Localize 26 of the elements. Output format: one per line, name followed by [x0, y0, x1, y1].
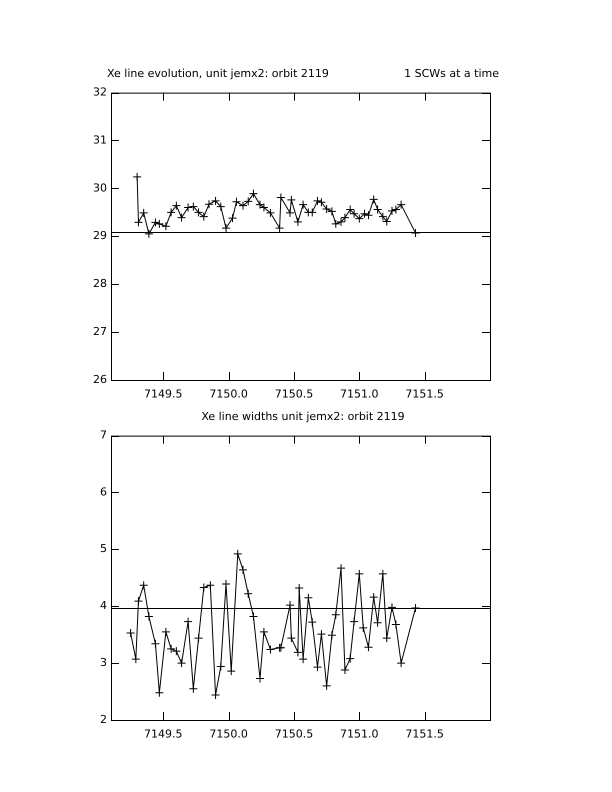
x-tick-label: 7151.5 — [405, 727, 444, 740]
chart-subtitle: 1 SCWs at a time — [404, 67, 499, 80]
y-tick-label: 2 — [100, 712, 107, 726]
x-tick-label: 7151.5 — [405, 387, 444, 400]
y-tick-label: 7 — [100, 428, 107, 442]
y-tick-label: 29 — [93, 229, 107, 242]
y-tick-label: 27 — [93, 324, 107, 338]
chart-title: Xe line widths unit jemx2: orbit 2119 — [200, 410, 406, 423]
x-tick-label: 7150.5 — [274, 727, 314, 740]
y-tick-label: 32 — [93, 85, 107, 98]
x-tick-label: 7151.0 — [340, 387, 379, 400]
y-tick-label: 5 — [100, 542, 107, 556]
x-tick-label: 7150.0 — [209, 727, 248, 740]
x-tick-label: 7150.0 — [209, 387, 248, 400]
x-tick-label: 7149.5 — [144, 727, 183, 740]
x-tick-label: 7150.5 — [274, 387, 314, 400]
y-tick-label: 4 — [100, 599, 107, 612]
y-tick-label: 28 — [93, 277, 107, 290]
y-tick-label: 3 — [100, 656, 107, 669]
x-tick-label: 7149.5 — [144, 387, 183, 400]
x-tick-label: 7151.0 — [340, 727, 379, 740]
y-tick-label: 31 — [93, 133, 107, 146]
chart-title: Xe line evolution, unit jemx2: orbit 2119 — [107, 67, 329, 80]
y-tick-label: 30 — [93, 181, 107, 194]
y-tick-label: 6 — [100, 485, 107, 498]
y-tick-label: 26 — [93, 372, 107, 386]
